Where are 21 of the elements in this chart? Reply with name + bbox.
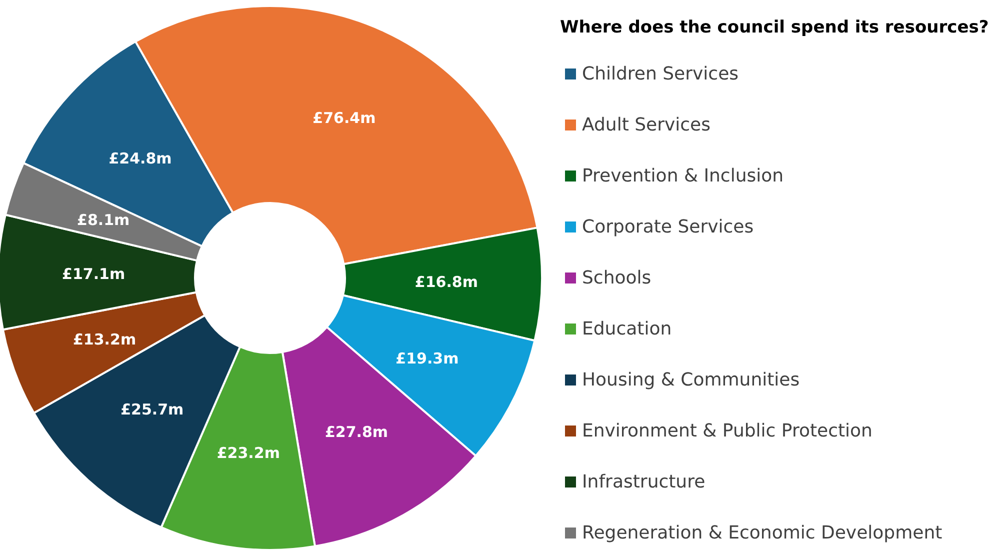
legend-label: Children Services (582, 64, 739, 84)
data-label: £17.1m (62, 265, 126, 284)
legend-label: Education (582, 318, 672, 340)
data-label: £24.8m (108, 149, 172, 168)
legend-label: Environment & Public Protection (582, 420, 872, 442)
legend-label: Housing & Communities (582, 370, 800, 390)
legend-label: Schools (582, 268, 652, 288)
legend-label: Prevention & Inclusion (582, 166, 784, 186)
data-label: £23.2m (216, 444, 280, 462)
data-label: £8.1m (77, 210, 130, 229)
legend-label: Regeneration & Economic Development (582, 522, 942, 544)
legend-label: Corporate Services (582, 216, 754, 238)
legend-label: Infrastructure (582, 472, 706, 492)
data-label: £76.4m (312, 108, 376, 127)
data-label: £25.7m (120, 400, 184, 418)
data-label: £16.8m (414, 273, 478, 292)
data-label: £13.2m (72, 330, 136, 348)
data-label: £27.8m (324, 422, 388, 441)
data-label: £19.3m (396, 349, 459, 368)
legend-label: Adult Services (582, 114, 711, 136)
text: Where does the council spend its resources? (560, 18, 989, 38)
